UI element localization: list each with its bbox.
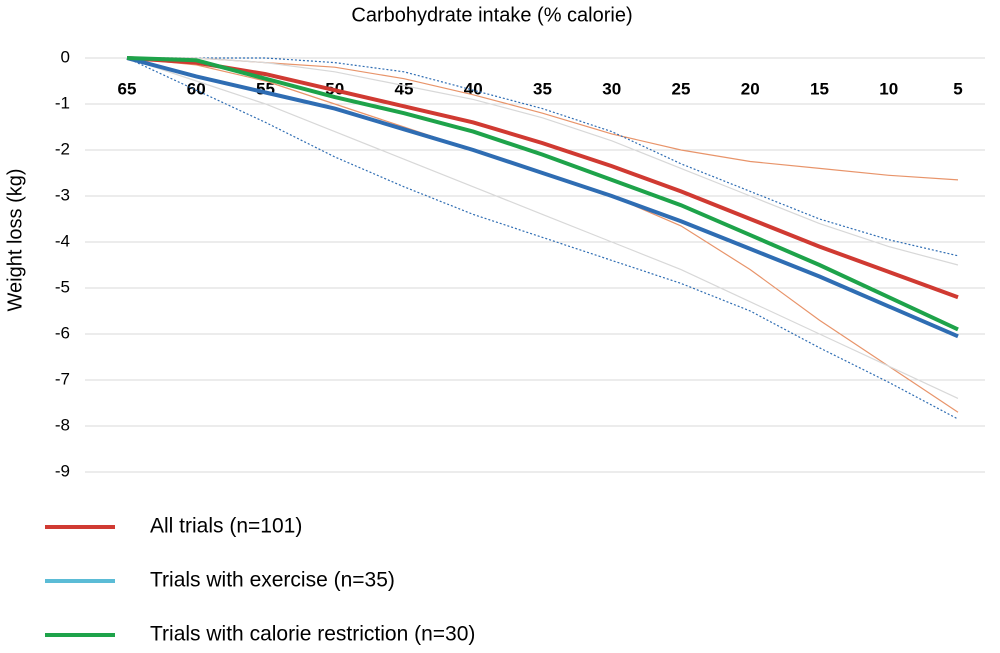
x-tick-label: 10 xyxy=(879,79,898,98)
legend-label: Trials with exercise (n=35) xyxy=(150,569,395,592)
y-tick-label: -9 xyxy=(55,461,70,480)
chart-title: Carbohydrate intake (% calorie) xyxy=(351,4,632,26)
x-tick-label: 45 xyxy=(395,79,414,98)
y-axis-label: Weight loss (kg) xyxy=(4,168,26,311)
x-tick-label: 65 xyxy=(118,79,137,98)
interval-line xyxy=(127,57,959,257)
x-tick-label: 25 xyxy=(672,79,691,98)
series-line xyxy=(126,56,959,300)
x-tick-label: 30 xyxy=(602,79,621,98)
legend-label: All trials (n=101) xyxy=(150,515,302,538)
y-tick-label: -7 xyxy=(55,369,70,388)
x-tick-label: 15 xyxy=(810,79,829,98)
y-tick-label: 0 xyxy=(61,47,70,66)
y-tick-label: -1 xyxy=(55,93,70,112)
interval-line xyxy=(126,57,959,413)
y-tick-label: -2 xyxy=(55,139,70,158)
x-tick-label: 20 xyxy=(741,79,760,98)
legend-label: Trials with calorie restriction (n=30) xyxy=(150,623,475,646)
interval-line xyxy=(126,57,959,399)
y-tick-label: -6 xyxy=(55,323,70,342)
x-tick-label: 40 xyxy=(464,79,483,98)
interval-line xyxy=(127,57,959,266)
x-tick-label: 60 xyxy=(187,79,206,98)
series-line xyxy=(126,56,959,339)
x-tick-label: 35 xyxy=(533,79,552,98)
y-tick-label: -5 xyxy=(55,277,70,296)
interval-line xyxy=(126,57,959,420)
x-tick-label: 5 xyxy=(953,79,962,98)
y-tick-label: -3 xyxy=(55,185,70,204)
y-tick-label: -8 xyxy=(55,415,70,434)
series-line xyxy=(126,56,959,332)
y-tick-label: -4 xyxy=(55,231,70,250)
